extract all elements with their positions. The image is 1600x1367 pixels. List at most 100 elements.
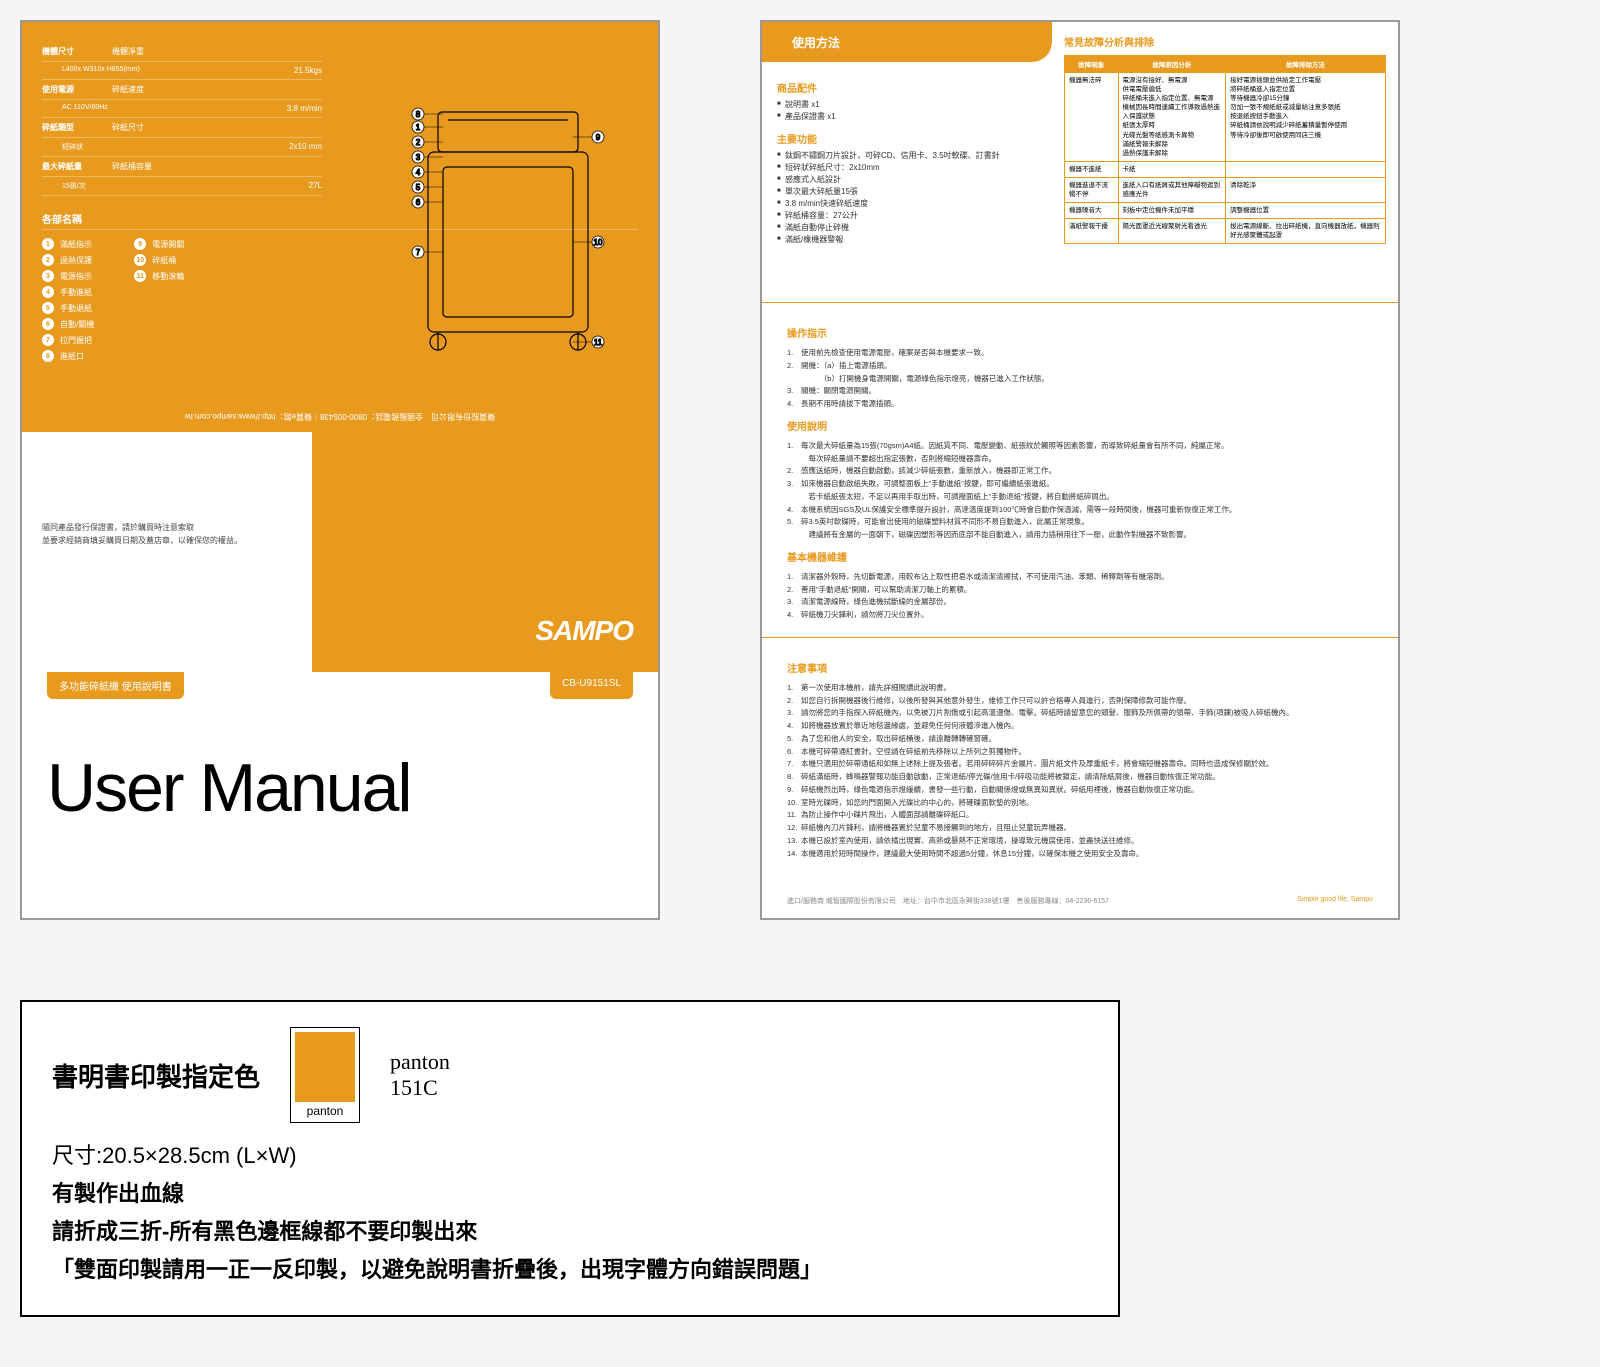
part-number-icon: 3: [42, 270, 54, 282]
trouble-title: 常見故障分析與排除: [1064, 34, 1386, 49]
table-header: 故障原因分析: [1118, 56, 1226, 73]
spec-label: 使用電源: [42, 84, 112, 95]
mid-section: 隨同產品發行保證書，請於購買時注意索取 並要求經銷商填妥購買日期及蓋店章，以確保…: [22, 432, 658, 672]
section-title: 操作指示: [787, 326, 1373, 343]
spec-label: 碎紙類型: [42, 122, 112, 133]
svg-text:7: 7: [416, 248, 421, 257]
svg-text:6: 6: [416, 198, 421, 207]
table-row: 機器噪音大刻板中定位機件未加平穩調整機器位置: [1065, 203, 1386, 219]
part-label: 電源指示: [60, 271, 92, 282]
mid-instructions: 操作指示 使用前先檢查使用電源電壓，確案是否與本機要求一致。開機：（a）插上電源…: [762, 302, 1398, 637]
footer-company: 進口/服務商 威智國際股份有限公司 地址：台中市北區永興街338號1樓 售後服務…: [787, 896, 1109, 906]
spec-val: L400x W310x H655(mm): [62, 66, 140, 75]
svg-text:4: 4: [416, 168, 421, 177]
operation-list: 使用前先檢查使用電源電壓，確案是否與本機要求一致。開機：（a）插上電源插頭。 （…: [787, 347, 1373, 411]
spec-label: 機體淨重: [112, 46, 322, 57]
part-item: 4 手動進紙: [42, 286, 94, 298]
list-item: 每次最大碎紙量為15張(70gsm)A4紙。因紙質不同、電壓變動、紙張紋於觸照等…: [787, 440, 1373, 466]
table-cell: 陽光面罩近光線聚射光看透光: [1118, 219, 1226, 244]
list-item: 單次最大碎紙量15張: [777, 186, 1037, 198]
list-item: 感應送紙時，機器自動啟動，該減少碎紙張數，重新放入，機器即正常工作。: [787, 465, 1373, 478]
part-label: 手動退紙: [60, 303, 92, 314]
part-number-icon: 11: [134, 270, 146, 282]
part-item: 10碎紙桶: [134, 254, 184, 266]
list-item: 如您自行拆開機器後行維修，以後所發與其他意外發生，維修工作只可以許合格專人員進行…: [787, 695, 1373, 708]
swatch-color: [295, 1032, 355, 1102]
list-item: 長期不用時請拔下電源插頭。: [787, 398, 1373, 411]
part-label: 自動/關機: [60, 319, 94, 330]
part-item: 8進紙口: [42, 350, 94, 362]
part-number-icon: 6: [42, 318, 54, 330]
part-label: 手動進紙: [60, 287, 92, 298]
list-item: 如來機器自動啟紙失敗，可調整面板上"手動進紙"按鍵，即可繼續紙張進紙。 若卡紙紙…: [787, 478, 1373, 504]
spec-val: 15張/次: [62, 181, 86, 191]
spec-panel: 機體尺寸機體淨重 L400x W310x H655(mm)21.5kgs 使用電…: [22, 22, 658, 432]
spec-val: 27L: [86, 181, 322, 191]
part-number-icon: 4: [42, 286, 54, 298]
spec-fold: 請折成三折-所有黑色邊框線都不要印製出來: [52, 1214, 1088, 1246]
spec-label: 碎紙桶容量: [112, 161, 322, 172]
section-title: 基本機器維護: [787, 550, 1373, 567]
list-item: 室時光碟時，如您的門面開入光碟比的中心的，將確碟面軟墊的別地。: [787, 797, 1373, 810]
svg-text:8: 8: [416, 110, 421, 119]
list-item: 碎3.5英吋軟碟時，可能會出使用的磁碟塑料材質不同形不易自動進入，此屬正常現象。…: [787, 516, 1373, 542]
svg-text:10: 10: [594, 238, 603, 247]
svg-text:11: 11: [594, 338, 603, 347]
list-item: 開機：（a）插上電源插頭。 （b）打開機身電源開關，電源綠色指示燈亮，機器已進入…: [787, 360, 1373, 386]
part-label: 過熱保護: [60, 255, 92, 266]
part-label: 電源開關: [152, 239, 184, 250]
list-item: 第一次使用本機前，請先詳細閱讀此說明書。: [787, 682, 1373, 695]
sampo-logo: SAMPO: [535, 615, 633, 647]
part-label: 移動滾輪: [152, 271, 184, 282]
spec-heading: 書明書印製指定色: [52, 1057, 260, 1094]
list-item: 感應式入紙設計: [777, 174, 1037, 186]
part-item: 3 電源指示: [42, 270, 94, 282]
list-item: 碎紙機內刀片鋒利，請將機器置於兒童不易接觸到的地方，且阻止兒童玩弄機器。: [787, 822, 1373, 835]
list-item: 關機：關閉電源開關。: [787, 385, 1373, 398]
list-item: 本機適用於短時間操作，建議最大使用時間不超過5分鐘，休息15分鐘，以確保本機之使…: [787, 848, 1373, 861]
table-row: 機器不進紙卡紙: [1065, 161, 1386, 177]
list-item: 滿紙/橡機器警報: [777, 234, 1037, 246]
list-item: 3.8 m/min快速碎紙速度: [777, 198, 1037, 210]
instructions-page: 使用方法 商品配件 說明書 x1產品保證書 x1 主要功能 鈦鋼不鏽鋼刀片設計，…: [760, 20, 1400, 920]
table-cell: [1226, 161, 1386, 177]
spec-val: 2x10 mm: [83, 142, 322, 152]
svg-text:3: 3: [416, 153, 421, 162]
features-list: 鈦鋼不鏽鋼刀片設計，可碎CD、信用卡、3.5吋軟碟、訂書針短碎狀碎紙尺寸：2x1…: [777, 150, 1037, 246]
top-section: 商品配件 說明書 x1產品保證書 x1 主要功能 鈦鋼不鏽鋼刀片設計，可碎CD、…: [762, 22, 1398, 302]
svg-text:9: 9: [596, 133, 601, 142]
print-spec-box: 書明書印製指定色 panton panton 151C 尺寸:20.5×28.5…: [20, 1000, 1120, 1317]
list-item: 碎紙機烈出時，綠色電源指示燈緩續，書發一些行動，自動關係燈或無異知異狀。碎紙用裡…: [787, 784, 1373, 797]
part-label: 拉門握把: [60, 335, 92, 346]
part-number-icon: 5: [42, 302, 54, 314]
trouble-table: 故障現象故障原因分析故障排除方法 機器無法碎電源沒有接好、無電源供電電壓偏低碎紙…: [1064, 55, 1386, 244]
spec-label: 碎紙尺寸: [112, 122, 322, 133]
list-item: 短碎狀碎紙尺寸：2x10mm: [777, 162, 1037, 174]
part-number-icon: 8: [42, 350, 54, 362]
notice-list: 第一次使用本機前，請先詳細閱讀此說明書。如您自行拆開機器後行維修，以後所發與其他…: [787, 682, 1373, 861]
section-title: 商品配件: [777, 80, 1037, 95]
section-title: 使用說明: [787, 419, 1373, 436]
section-title: 注意事項: [787, 661, 1373, 678]
svg-text:5: 5: [416, 183, 421, 192]
part-number-icon: 1: [42, 238, 54, 250]
table-cell: 卡紙: [1118, 161, 1226, 177]
warranty-line: 並要求經銷商填妥購買日期及蓋店章，以確保您的權益。: [42, 535, 292, 548]
part-item: 6 自動/關機: [42, 318, 94, 330]
spec-val: 3.8 m/min: [108, 104, 322, 113]
part-number-icon: 10: [134, 254, 146, 266]
part-item: 7拉門握把: [42, 334, 94, 346]
list-item: 清潔電源線時，綠色進機拭斷線的金屬部份。: [787, 596, 1373, 609]
table-cell: 機器噪音大: [1065, 203, 1119, 219]
table-cell: 機器無法碎: [1065, 73, 1119, 162]
spec-val: AC 110V/60Hz: [62, 104, 108, 113]
table-cell: 機器進退不流暢不停: [1065, 177, 1119, 202]
list-item: 本機已設於室內使用，請依橘出現實、高熱或暴熱不正常環境，操導致元機腐使用，並盡快…: [787, 835, 1373, 848]
part-item: 1滿紙指示: [42, 238, 94, 250]
spec-label: 最大碎紙量: [42, 161, 112, 172]
warranty-text: 隨同產品發行保證書，請於購買時注意索取 並要求經銷商填妥購買日期及蓋店章，以確保…: [22, 432, 312, 672]
spec-size: 尺寸:20.5×28.5cm (L×W): [52, 1138, 1088, 1170]
maintenance-list: 清潔器外殼時，先切斷電源，用較布沾上取性把皂水或清潔清擦拭，不可使用汽油、苯類、…: [787, 571, 1373, 622]
table-row: 機器無法碎電源沒有接好、無電源供電電壓偏低碎紙桶未進入指定位置、無電源機械因長時…: [1065, 73, 1386, 162]
table-cell: 機器不進紙: [1065, 161, 1119, 177]
